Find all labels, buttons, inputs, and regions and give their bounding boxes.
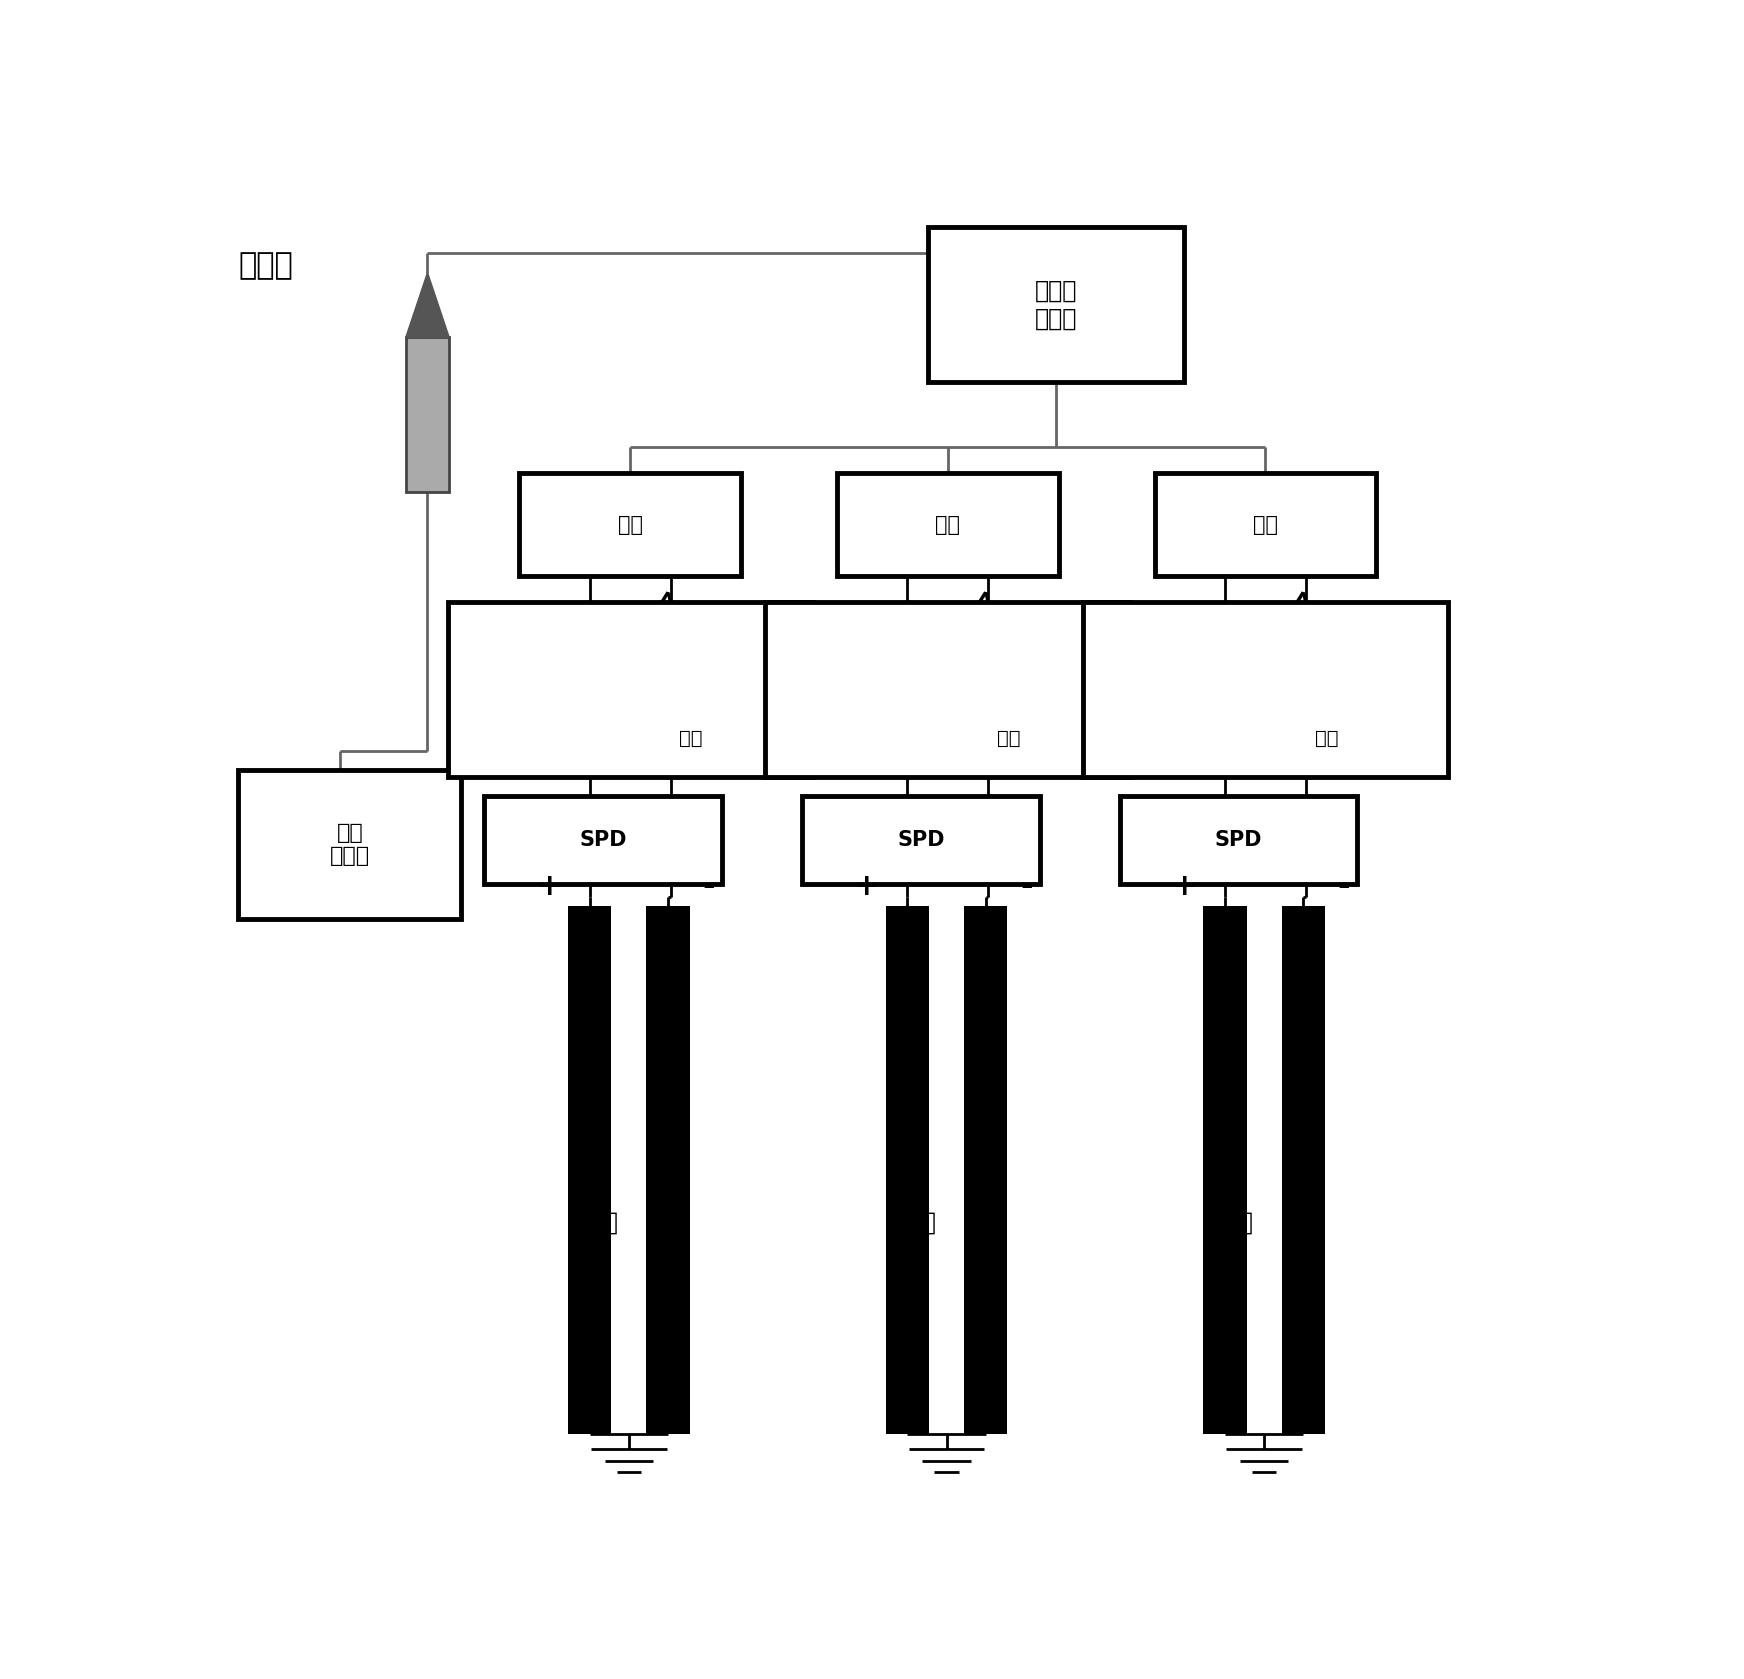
Polygon shape [406, 272, 450, 337]
Text: 开关: 开关 [680, 729, 703, 747]
Text: 直流加
热电源: 直流加 热电源 [1034, 279, 1078, 331]
Text: 开关: 开关 [998, 729, 1020, 747]
FancyBboxPatch shape [1155, 473, 1376, 576]
Text: -: - [1338, 871, 1350, 902]
FancyBboxPatch shape [239, 771, 460, 918]
FancyBboxPatch shape [406, 337, 450, 492]
Text: -: - [1020, 871, 1032, 902]
Text: +: + [1172, 871, 1196, 902]
FancyBboxPatch shape [1120, 796, 1357, 885]
Bar [964, 907, 1008, 1434]
Text: 金属网: 金属网 [1209, 1211, 1254, 1234]
FancyBboxPatch shape [520, 473, 741, 576]
FancyBboxPatch shape [928, 227, 1184, 383]
Bar [886, 907, 930, 1434]
Text: 传感器: 传感器 [239, 252, 293, 280]
FancyBboxPatch shape [802, 796, 1039, 885]
Text: -: - [703, 871, 715, 902]
Text: 金属网: 金属网 [574, 1211, 619, 1234]
FancyBboxPatch shape [448, 603, 813, 777]
Text: 运算
处理器: 运算 处理器 [330, 823, 370, 866]
FancyBboxPatch shape [1083, 603, 1448, 777]
FancyBboxPatch shape [485, 796, 722, 885]
Text: +: + [537, 871, 562, 902]
Text: SPD: SPD [896, 829, 945, 850]
Bar [569, 907, 612, 1434]
Text: SPD: SPD [579, 829, 626, 850]
Bar [647, 907, 689, 1434]
Text: 指令: 指令 [497, 698, 534, 725]
Text: 滑环: 滑环 [1252, 515, 1278, 534]
Text: 金属网: 金属网 [891, 1211, 937, 1234]
Bar [1203, 907, 1247, 1434]
Text: SPD: SPD [1216, 829, 1263, 850]
FancyBboxPatch shape [837, 473, 1059, 576]
Text: 滑环: 滑环 [935, 515, 961, 534]
Bar [1282, 907, 1325, 1434]
Text: +: + [855, 871, 879, 902]
Text: 滑环: 滑环 [617, 515, 644, 534]
Text: 开关: 开关 [1315, 729, 1338, 747]
FancyBboxPatch shape [766, 603, 1130, 777]
